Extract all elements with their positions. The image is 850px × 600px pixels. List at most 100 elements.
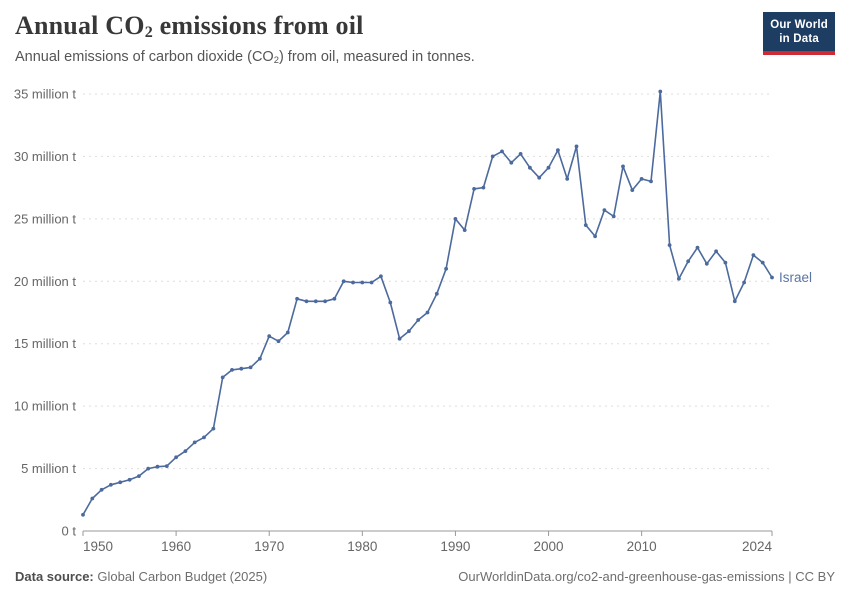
data-point[interactable] (323, 299, 327, 304)
data-point[interactable] (658, 89, 663, 94)
data-point[interactable] (248, 365, 253, 370)
data-point[interactable] (313, 299, 318, 304)
data-point[interactable] (574, 144, 579, 149)
data-point[interactable] (602, 208, 607, 213)
data-point[interactable] (164, 464, 169, 468)
data-point[interactable] (211, 426, 216, 431)
data-point[interactable] (593, 234, 597, 239)
data-point[interactable] (732, 299, 737, 304)
data-point[interactable] (258, 356, 262, 361)
data-point[interactable] (118, 480, 123, 485)
subtitle-text: Annual emissions of carbon dioxide (CO (15, 49, 274, 66)
data-point[interactable] (183, 449, 188, 453)
data-point[interactable] (704, 261, 709, 266)
data-point[interactable] (137, 474, 141, 478)
y-tick-label: 30 million t (14, 149, 77, 164)
data-point[interactable] (220, 375, 225, 380)
data-point[interactable] (332, 296, 337, 301)
data-point[interactable] (192, 440, 197, 445)
y-tick-label: 5 million t (21, 461, 76, 476)
data-point[interactable] (351, 280, 355, 285)
data-point[interactable] (462, 228, 467, 233)
entity-label[interactable]: Israel (779, 270, 812, 285)
data-point[interactable] (528, 165, 532, 170)
data-point[interactable] (500, 149, 504, 154)
data-point[interactable] (639, 177, 644, 181)
data-point[interactable] (472, 187, 476, 191)
data-point[interactable] (341, 279, 346, 284)
data-point[interactable] (407, 329, 411, 334)
data-point[interactable] (565, 177, 570, 181)
data-point[interactable] (146, 466, 151, 471)
title-text: Annual CO (15, 11, 145, 40)
data-point[interactable] (99, 487, 104, 492)
data-point[interactable] (230, 368, 234, 372)
data-point[interactable] (360, 280, 365, 285)
data-point[interactable] (444, 266, 448, 271)
x-tick-label: 1950 (83, 539, 113, 554)
data-point[interactable] (304, 299, 309, 304)
data-point[interactable] (714, 249, 718, 254)
data-point[interactable] (621, 164, 625, 169)
data-point[interactable] (416, 318, 421, 322)
x-tick-label: 1960 (161, 539, 191, 554)
data-point[interactable] (295, 296, 299, 301)
y-tick-label: 25 million t (14, 211, 77, 226)
y-gridlines (83, 93, 772, 470)
data-point[interactable] (202, 435, 206, 440)
data-point[interactable] (546, 165, 551, 170)
data-point[interactable] (770, 275, 774, 280)
data-point[interactable] (583, 223, 588, 228)
data-point[interactable] (630, 188, 635, 193)
attribution-link[interactable]: OurWorldinData.org/co2-and-greenhouse-ga… (458, 569, 835, 584)
data-point[interactable] (686, 259, 691, 264)
data-point[interactable] (276, 339, 281, 344)
data-point[interactable] (742, 280, 746, 285)
data-point[interactable] (649, 179, 653, 184)
data-point[interactable] (509, 160, 514, 165)
data-point[interactable] (667, 243, 672, 248)
data-points (81, 89, 774, 517)
data-point[interactable] (481, 185, 486, 190)
data-point[interactable] (518, 152, 523, 156)
data-point[interactable] (388, 300, 393, 305)
data-point[interactable] (127, 477, 132, 482)
data-point[interactable] (556, 148, 560, 153)
data-point[interactable] (285, 330, 290, 335)
y-tick-label: 15 million t (14, 336, 77, 351)
data-point[interactable] (453, 217, 458, 221)
data-point[interactable] (369, 280, 374, 285)
x-axis-labels: 1950 1960 1970 1980 1990 2000 2010 2024 (83, 539, 772, 554)
owid-logo[interactable]: Our World in Data (763, 12, 835, 55)
data-point[interactable] (239, 366, 244, 371)
data-point[interactable] (109, 482, 113, 487)
data-point[interactable] (760, 260, 765, 265)
data-point[interactable] (425, 310, 430, 315)
y-tick-label: 35 million t (14, 87, 77, 102)
data-point[interactable] (677, 276, 681, 281)
title-text-rest: emissions from oil (152, 11, 364, 40)
data-point[interactable] (695, 245, 700, 250)
data-point[interactable] (267, 334, 272, 339)
data-point[interactable] (723, 260, 728, 265)
data-point[interactable] (90, 496, 95, 501)
data-point[interactable] (397, 336, 402, 341)
data-point[interactable] (751, 253, 756, 257)
data-point[interactable] (174, 455, 179, 460)
data-point[interactable] (434, 291, 439, 296)
data-point[interactable] (379, 274, 383, 279)
y-tick-label: 10 million t (14, 399, 77, 414)
data-point[interactable] (537, 175, 542, 180)
data-point[interactable] (155, 464, 160, 469)
data-point[interactable] (611, 214, 616, 219)
data-source-label: Data source: (15, 569, 94, 584)
data-point[interactable] (81, 512, 85, 517)
data-point[interactable] (490, 154, 495, 159)
x-axis (82, 530, 773, 536)
data-source-value: Global Carbon Budget (2025) (93, 569, 268, 584)
subtitle-subscript: 2 (273, 54, 279, 66)
x-tick-label: 2000 (534, 539, 564, 554)
title-subscript: 2 (144, 23, 153, 41)
owid-logo-line1: Our World (770, 19, 828, 31)
